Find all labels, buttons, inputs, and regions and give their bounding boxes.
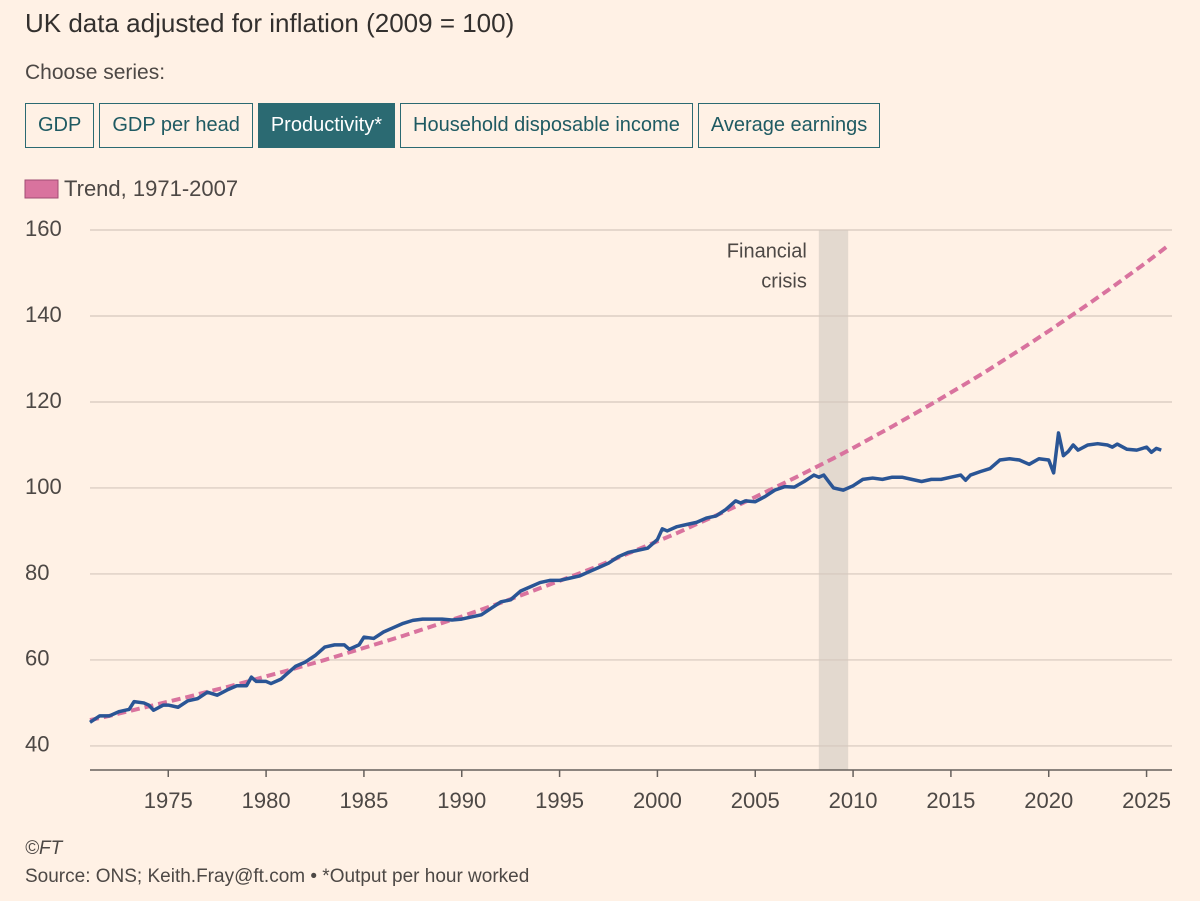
x-tick-label: 1985	[339, 788, 388, 813]
x-tick-label: 2010	[829, 788, 878, 813]
x-tick-label: 1980	[242, 788, 291, 813]
controls-label: Choose series:	[25, 61, 166, 84]
x-tick-label: 1995	[535, 788, 584, 813]
y-tick-label: 80	[25, 560, 49, 585]
legend-swatch	[24, 179, 59, 199]
x-tick-label: 2015	[926, 788, 975, 813]
series-button[interactable]: GDP per head	[99, 103, 253, 148]
y-tick-label: 120	[25, 388, 62, 413]
y-tick-label: 100	[25, 474, 62, 499]
x-tick-label: 2000	[633, 788, 682, 813]
x-tick-label: 2025	[1122, 788, 1171, 813]
series-button[interactable]: Average earnings	[697, 103, 881, 148]
series-buttons: GDP GDP per head Productivity* Household di…	[25, 103, 881, 148]
trend-line	[89, 245, 1168, 723]
x-tick-label: 2020	[1024, 788, 1073, 813]
series-button[interactable]: Productivity*	[257, 103, 395, 148]
legend-label: Trend, 1971-2007	[64, 176, 238, 201]
y-tick-label: 60	[25, 646, 49, 671]
y-tick-label: 160	[25, 216, 62, 241]
data-line	[89, 431, 1162, 724]
y-tick-label: 40	[25, 732, 49, 757]
x-tick-label: 1990	[437, 788, 486, 813]
chart: Trend, 1971-2007 Financial crisis 40 60 80 100…	[24, 176, 1172, 813]
chart-title: UK data adjusted for inflation (2009 = 1…	[25, 8, 515, 38]
series-button[interactable]: GDP	[25, 103, 95, 148]
x-tick-label: 2005	[731, 788, 780, 813]
credit: ©FT	[25, 838, 63, 859]
annotation-label: Financial	[727, 240, 807, 262]
annotation-label: crisis	[761, 270, 807, 292]
crisis-shade	[818, 230, 849, 770]
x-tick-label: 1975	[144, 788, 193, 813]
series-button[interactable]: Household disposable income	[400, 103, 693, 148]
source: Source: ONS; Keith.Fray@ft.com • *Output…	[25, 866, 530, 887]
y-tick-label: 140	[25, 302, 62, 327]
